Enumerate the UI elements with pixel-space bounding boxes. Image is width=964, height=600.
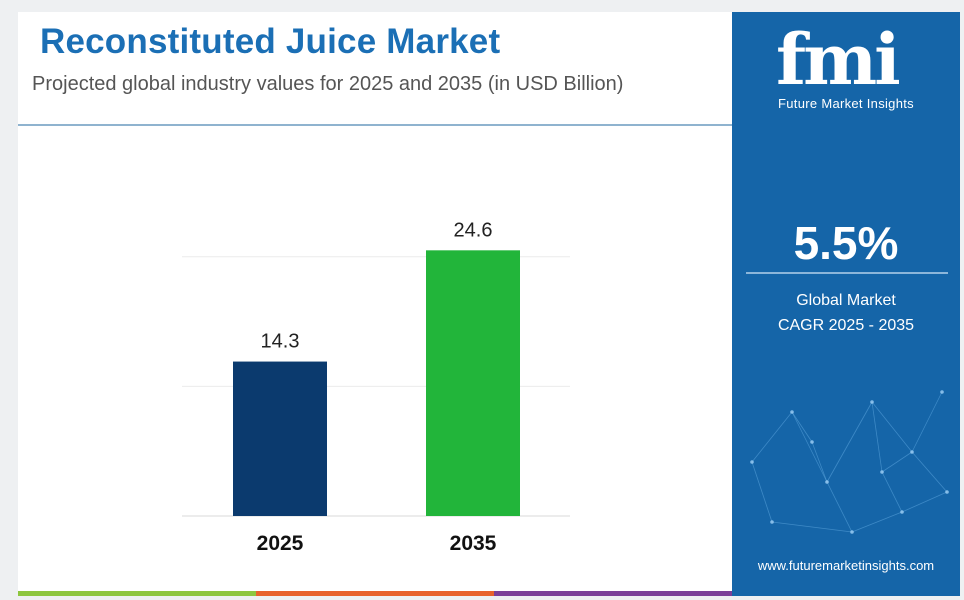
- logo-subtitle: Future Market Insights: [778, 96, 914, 111]
- network-node: [810, 440, 814, 444]
- network-line: [771, 521, 853, 533]
- cagr-label: Global Market CAGR 2025 - 2035: [732, 288, 960, 338]
- network-line: [791, 411, 813, 443]
- network-node: [870, 400, 874, 404]
- website-link[interactable]: www.futuremarketinsights.com: [757, 558, 935, 573]
- network-node: [750, 460, 754, 464]
- network-line: [901, 491, 948, 513]
- title-divider: [18, 124, 732, 126]
- network-node: [790, 410, 794, 414]
- network-line: [881, 471, 903, 513]
- cagr-label-line2: CAGR 2025 - 2035: [777, 317, 915, 334]
- x-tick-label-2025: 2025: [257, 532, 304, 555]
- footer-stripe-purple: [494, 591, 732, 596]
- chart-panel: Reconstituted Juice Market Projected glo…: [18, 12, 732, 596]
- network-node: [825, 480, 829, 484]
- page-title: Reconstituted Juice Market: [40, 22, 501, 61]
- fmi-logo: fmi: [776, 18, 901, 101]
- cagr-divider: [746, 272, 948, 274]
- network-line: [791, 411, 828, 483]
- network-node: [945, 490, 949, 494]
- network-line: [826, 481, 853, 533]
- network-line: [911, 451, 948, 493]
- network-node: [940, 390, 944, 394]
- network-line: [911, 391, 943, 453]
- network-line: [851, 511, 903, 533]
- infographic-card: Reconstituted Juice Market Projected glo…: [18, 12, 960, 596]
- network-line: [811, 441, 828, 483]
- network-node: [850, 530, 854, 534]
- data-label-2035: 24.6: [454, 219, 493, 241]
- network-line: [881, 451, 913, 473]
- page-subtitle: Projected global industry values for 202…: [32, 73, 624, 95]
- network-line: [826, 401, 873, 483]
- network-node: [910, 450, 914, 454]
- network-line: [871, 401, 913, 453]
- bar-2035: [426, 250, 520, 516]
- network-decoration-icon: [750, 390, 949, 534]
- network-node: [900, 510, 904, 514]
- network-line: [751, 411, 793, 463]
- network-node: [770, 520, 774, 524]
- footer-stripe-green: [18, 591, 256, 596]
- x-tick-label-2035: 2035: [450, 532, 497, 555]
- cagr-value: 5.5%: [793, 217, 899, 269]
- cagr-label-line1: Global Market: [796, 292, 896, 309]
- data-label-2025: 14.3: [261, 331, 300, 353]
- sidebar-panel: fmi Future Market Insights 5.5% Global M…: [732, 12, 960, 596]
- network-line: [871, 401, 883, 473]
- network-line: [751, 461, 773, 523]
- bar-2025: [233, 361, 327, 516]
- footer-stripe-orange: [256, 591, 494, 596]
- bar-chart: 14.3 2025 24.6 2035: [182, 219, 570, 555]
- network-node: [880, 470, 884, 474]
